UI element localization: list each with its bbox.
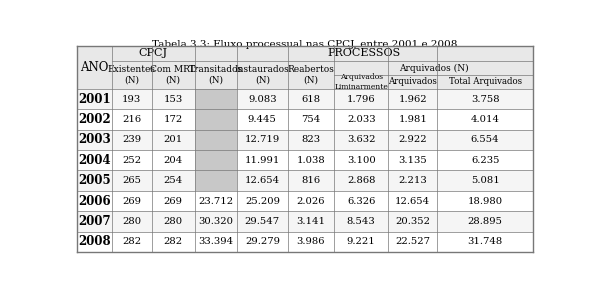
Text: 252: 252 — [122, 156, 141, 165]
Text: PROCESSOS: PROCESSOS — [327, 48, 400, 58]
Bar — [77, 109, 533, 130]
Bar — [77, 75, 533, 89]
Text: 280: 280 — [164, 217, 183, 226]
Text: 2007: 2007 — [78, 215, 111, 228]
Text: 9.083: 9.083 — [248, 95, 277, 103]
Text: 204: 204 — [164, 156, 183, 165]
Text: 6.326: 6.326 — [347, 197, 375, 205]
Text: 280: 280 — [122, 217, 141, 226]
Text: Arquivados (N): Arquivados (N) — [399, 64, 468, 73]
Text: 3.135: 3.135 — [398, 156, 427, 165]
Text: Transitados
(N): Transitados (N) — [189, 65, 243, 85]
Text: ANO: ANO — [80, 61, 108, 74]
Text: 33.394: 33.394 — [198, 237, 233, 247]
Text: 2003: 2003 — [78, 133, 111, 146]
Bar — [77, 61, 533, 75]
Text: Total Arquivados: Total Arquivados — [449, 78, 522, 86]
Text: 2.868: 2.868 — [347, 176, 375, 185]
Text: 20.352: 20.352 — [395, 217, 430, 226]
Bar — [77, 150, 533, 170]
Text: 201: 201 — [164, 135, 183, 144]
Text: 3.758: 3.758 — [471, 95, 499, 103]
Text: 2006: 2006 — [78, 195, 111, 207]
Text: 153: 153 — [164, 95, 183, 103]
Text: CPCJ: CPCJ — [139, 48, 168, 58]
Text: 2.033: 2.033 — [347, 115, 375, 124]
Text: 12.654: 12.654 — [245, 176, 280, 185]
Text: 754: 754 — [301, 115, 320, 124]
Text: 269: 269 — [164, 197, 183, 205]
Text: 282: 282 — [164, 237, 183, 247]
Bar — [195, 170, 237, 191]
Text: 239: 239 — [122, 135, 141, 144]
Text: Instaurados
(N): Instaurados (N) — [235, 65, 290, 85]
Text: 1.962: 1.962 — [398, 95, 427, 103]
Bar — [77, 46, 533, 61]
Text: Existentes
(N): Existentes (N) — [108, 65, 156, 85]
Text: 193: 193 — [122, 95, 142, 103]
Text: 1.981: 1.981 — [398, 115, 427, 124]
Bar — [77, 89, 533, 109]
Text: 18.980: 18.980 — [468, 197, 503, 205]
Text: 23.712: 23.712 — [198, 197, 233, 205]
Bar — [77, 130, 533, 150]
Bar — [77, 232, 533, 252]
Bar — [77, 170, 533, 191]
Bar — [195, 150, 237, 170]
Bar — [195, 89, 237, 109]
Text: 216: 216 — [122, 115, 141, 124]
Text: Arquivados
Liminarmente: Arquivados Liminarmente — [334, 73, 388, 91]
Text: 2001: 2001 — [78, 93, 111, 105]
Text: 11.991: 11.991 — [245, 156, 280, 165]
Text: 2002: 2002 — [78, 113, 111, 126]
Text: 1.038: 1.038 — [296, 156, 325, 165]
Text: 172: 172 — [164, 115, 183, 124]
Text: 3.100: 3.100 — [347, 156, 375, 165]
Text: 282: 282 — [122, 237, 141, 247]
Text: 12.719: 12.719 — [245, 135, 280, 144]
Text: 25.209: 25.209 — [245, 197, 280, 205]
Text: 28.895: 28.895 — [468, 217, 503, 226]
Bar — [77, 211, 533, 232]
Text: 3.141: 3.141 — [296, 217, 325, 226]
Text: Com MRD
(N): Com MRD (N) — [149, 65, 197, 85]
Text: 29.279: 29.279 — [245, 237, 280, 247]
Text: 29.547: 29.547 — [245, 217, 280, 226]
Bar — [195, 109, 237, 130]
Text: 265: 265 — [122, 176, 141, 185]
Text: 6.235: 6.235 — [471, 156, 499, 165]
Text: Tabela 3.3: Fluxo processual nas CPCJ, entre 2001 e 2008: Tabela 3.3: Fluxo processual nas CPCJ, e… — [152, 40, 457, 48]
Text: 2004: 2004 — [78, 154, 111, 167]
Text: 269: 269 — [122, 197, 141, 205]
Text: 9.445: 9.445 — [248, 115, 277, 124]
Text: 2.922: 2.922 — [398, 135, 427, 144]
Text: 30.320: 30.320 — [198, 217, 233, 226]
Text: Reabertos
(N): Reabertos (N) — [287, 65, 334, 85]
Text: 5.081: 5.081 — [471, 176, 499, 185]
Text: 31.748: 31.748 — [468, 237, 503, 247]
Text: 823: 823 — [301, 135, 320, 144]
Text: 4.014: 4.014 — [471, 115, 500, 124]
Text: Arquivados: Arquivados — [388, 78, 437, 86]
Text: 2005: 2005 — [78, 174, 111, 187]
Text: 1.796: 1.796 — [347, 95, 375, 103]
Text: 2.026: 2.026 — [296, 197, 325, 205]
Text: 816: 816 — [301, 176, 320, 185]
Text: 2008: 2008 — [78, 235, 111, 249]
Text: 2.213: 2.213 — [398, 176, 427, 185]
Text: 12.654: 12.654 — [395, 197, 430, 205]
Text: 22.527: 22.527 — [395, 237, 430, 247]
Text: 6.554: 6.554 — [471, 135, 499, 144]
Bar — [77, 191, 533, 211]
Text: 3.986: 3.986 — [296, 237, 325, 247]
Bar — [195, 130, 237, 150]
Text: 3.632: 3.632 — [347, 135, 375, 144]
Text: 8.543: 8.543 — [347, 217, 375, 226]
Text: 618: 618 — [301, 95, 320, 103]
Text: 254: 254 — [164, 176, 183, 185]
Text: 9.221: 9.221 — [347, 237, 375, 247]
